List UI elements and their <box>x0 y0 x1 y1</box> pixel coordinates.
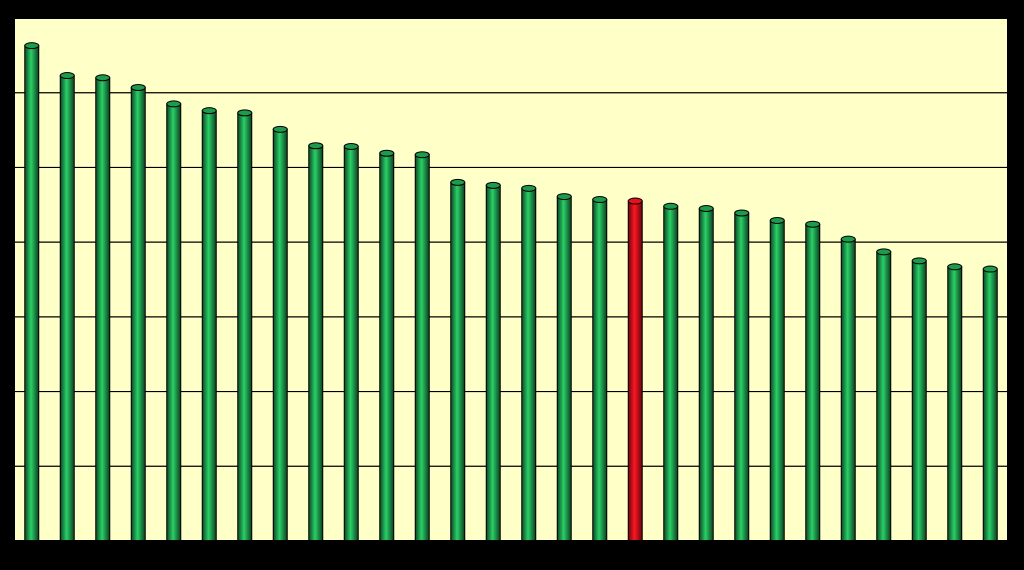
bar-cap <box>556 193 572 201</box>
bar-cap <box>627 197 643 205</box>
bar-cap <box>237 109 253 117</box>
bar <box>663 205 679 546</box>
bar <box>272 128 288 546</box>
bar-cap <box>734 209 750 217</box>
bar <box>130 86 146 546</box>
bar-cap <box>840 235 856 243</box>
bar-cap <box>911 257 927 265</box>
bar-cap <box>414 151 430 159</box>
bar-cap <box>947 263 963 271</box>
bar-cap <box>308 142 324 150</box>
bar <box>592 199 608 546</box>
bar-cap <box>272 125 288 133</box>
bar-cap <box>450 178 466 186</box>
bar-cap <box>24 42 40 50</box>
bar <box>947 266 963 546</box>
bar <box>166 103 182 546</box>
bar-cap <box>379 149 395 157</box>
bar-cap <box>982 265 998 273</box>
bar-cap <box>805 220 821 228</box>
bar-cap <box>521 184 537 192</box>
bar <box>982 268 998 546</box>
bar-cap <box>130 83 146 91</box>
bar <box>805 223 821 546</box>
bar-cap <box>59 72 75 80</box>
bar <box>59 75 75 546</box>
bar-cap <box>95 74 111 82</box>
bar <box>450 181 466 546</box>
bar-cap <box>592 196 608 204</box>
bar <box>414 154 430 546</box>
bar-cap <box>663 202 679 210</box>
bar <box>521 187 537 546</box>
bar <box>201 110 217 546</box>
bar <box>840 238 856 546</box>
bar-cap <box>485 181 501 189</box>
bar <box>485 184 501 546</box>
bar-cap <box>698 205 714 213</box>
bar <box>734 212 750 546</box>
bar <box>876 251 892 546</box>
bar <box>308 145 324 546</box>
bar <box>911 260 927 546</box>
bar <box>698 208 714 546</box>
bar-cap <box>769 216 785 224</box>
bar <box>627 200 643 546</box>
bar <box>343 146 359 546</box>
bar <box>556 196 572 546</box>
bar-cap <box>201 107 217 115</box>
plot-area <box>14 18 1008 542</box>
bar <box>769 219 785 546</box>
bar <box>95 77 111 546</box>
base <box>14 541 1008 546</box>
bar-cap <box>343 143 359 151</box>
bar <box>379 152 395 546</box>
bar <box>237 112 253 546</box>
bar-cap <box>166 100 182 108</box>
bar <box>24 45 40 546</box>
bar-cap <box>876 248 892 256</box>
